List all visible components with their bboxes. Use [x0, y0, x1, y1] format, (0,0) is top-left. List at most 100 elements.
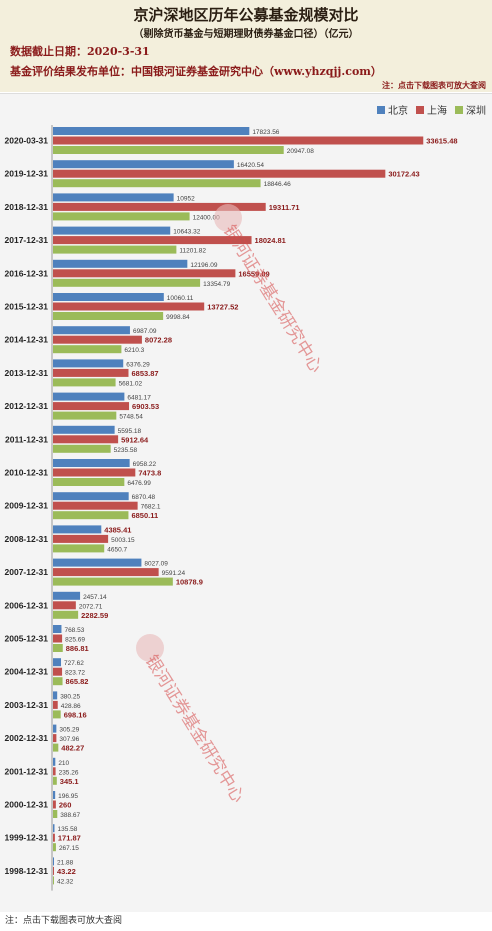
- bar-beijing: [53, 625, 62, 633]
- data-label: 135.58: [57, 826, 77, 833]
- bar-beijing: [53, 359, 124, 368]
- bar-beijing: [53, 591, 81, 600]
- bar-beijing: [53, 791, 56, 799]
- category-label: 2018-12-31: [5, 202, 49, 212]
- data-label: 171.87: [58, 834, 81, 843]
- data-label: 21.88: [57, 859, 74, 866]
- bar-beijing: [53, 558, 142, 567]
- bar-shanghai: [53, 734, 57, 743]
- bar-shanghai: [53, 667, 63, 676]
- data-date: 数据截止日期：2020-3-31: [10, 45, 150, 58]
- bar-shanghai: [53, 767, 56, 776]
- data-label: 7682.1: [141, 504, 161, 511]
- category-label: 2007-12-31: [5, 567, 49, 577]
- bar-beijing: [53, 127, 250, 135]
- bar-beijing: [53, 492, 129, 501]
- category-label: 1999-12-31: [5, 833, 49, 843]
- bar-shenzhen: [53, 876, 54, 885]
- bar-shanghai: [53, 236, 252, 245]
- legend-label-shanghai: 上海: [427, 106, 447, 117]
- data-label: 6987.09: [133, 328, 157, 335]
- bar-shenzhen: [53, 677, 63, 686]
- bar-beijing: [53, 459, 130, 467]
- bar-beijing: [53, 724, 57, 733]
- data-label: 886.81: [66, 644, 89, 653]
- data-label: 5681.02: [119, 380, 143, 387]
- footer-note: 注：点击下载图表可放大查阅: [0, 912, 492, 931]
- bar-shenzhen: [53, 511, 129, 520]
- category-label: 2004-12-31: [5, 667, 49, 677]
- data-label: 13354.79: [203, 281, 230, 288]
- data-label: 7473.8: [138, 469, 161, 478]
- category-label: 2012-12-31: [5, 401, 49, 411]
- category-label: 2013-12-31: [5, 368, 49, 378]
- data-label: 267.15: [59, 845, 79, 852]
- bar-shanghai: [53, 169, 386, 178]
- data-label: 17823.56: [252, 129, 279, 136]
- bar-shanghai: [53, 202, 266, 211]
- bar-shenzhen: [53, 843, 56, 852]
- data-label: 8072.28: [145, 336, 172, 345]
- data-label: 30172.43: [388, 170, 419, 179]
- bar-beijing: [53, 193, 174, 202]
- data-label: 6958.22: [133, 461, 157, 468]
- category-label: 2016-12-31: [5, 268, 49, 278]
- data-label: 428.86: [61, 703, 81, 710]
- data-label: 210: [58, 760, 69, 767]
- bar-shanghai: [53, 136, 424, 145]
- bar-beijing: [53, 326, 130, 335]
- category-label: 2010-12-31: [5, 468, 49, 478]
- bar-shanghai: [53, 435, 119, 444]
- data-label: 768.53: [64, 627, 84, 634]
- data-label: 196.95: [58, 793, 78, 800]
- bar-shanghai: [53, 601, 76, 610]
- chart-title: 京沪深地区历年公募基金规模对比: [133, 6, 359, 24]
- category-label: 2008-12-31: [5, 534, 49, 544]
- category-label: 2009-12-31: [5, 501, 49, 511]
- data-label: 305.29: [59, 727, 79, 734]
- data-label: 13727.52: [207, 303, 238, 312]
- data-label: 482.27: [61, 744, 84, 753]
- bar-shenzhen: [53, 212, 190, 221]
- category-label: 2002-12-31: [5, 733, 49, 743]
- bar-shenzhen: [53, 810, 58, 818]
- legend-swatch-shenzhen: [455, 105, 463, 114]
- category-label: 2019-12-31: [5, 169, 49, 179]
- legend-item-shenzhen: 深圳: [455, 102, 486, 117]
- legend-item-shanghai: 上海: [416, 102, 447, 117]
- data-label: 20947.08: [287, 148, 314, 155]
- data-label: 825.69: [65, 637, 85, 644]
- bar-shanghai: [53, 634, 63, 643]
- category-label: 2017-12-31: [5, 235, 49, 245]
- data-label: 16420.54: [237, 162, 264, 169]
- data-label: 2457.14: [83, 594, 107, 601]
- category-label: 2005-12-31: [5, 634, 49, 644]
- bar-beijing: [53, 824, 55, 833]
- bar-shanghai: [53, 302, 205, 311]
- data-label: 9591.24: [162, 570, 186, 577]
- data-label: 11201.82: [179, 248, 206, 255]
- data-label: 6210.3: [124, 347, 144, 354]
- bar-shenzhen: [53, 478, 125, 486]
- publisher: 基金评价结果发布单位：中国银河证券基金研究中心（www.yhzqjj.com）: [10, 65, 382, 78]
- bar-shanghai: [53, 800, 56, 809]
- data-label: 5235.58: [114, 447, 138, 454]
- bar-beijing: [53, 857, 54, 866]
- data-label: 10643.32: [173, 229, 200, 236]
- bar-shenzhen: [53, 544, 105, 553]
- data-label: 4385.41: [104, 525, 131, 534]
- legend-swatch-beijing: [377, 105, 385, 114]
- data-label: 6853.87: [131, 369, 158, 378]
- data-label: 307.96: [59, 736, 79, 743]
- bar-shanghai: [53, 501, 138, 510]
- category-label: 2006-12-31: [5, 600, 49, 610]
- bar-shanghai: [53, 700, 58, 709]
- category-label: 2000-12-31: [5, 800, 49, 810]
- bar-shenzhen: [53, 444, 111, 453]
- data-label: 10952: [177, 195, 195, 202]
- data-label: 380.25: [60, 693, 80, 700]
- bar-shenzhen: [53, 179, 261, 188]
- bar-beijing: [53, 259, 188, 268]
- data-label: 823.72: [65, 670, 85, 677]
- bar-shenzhen: [53, 610, 79, 619]
